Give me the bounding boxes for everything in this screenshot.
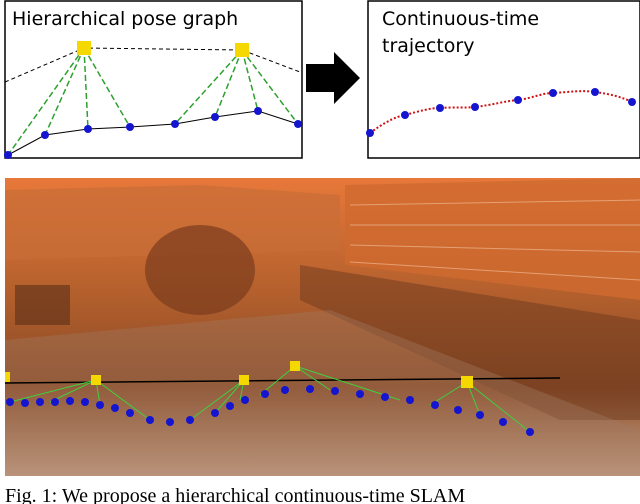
keyframe-nodes bbox=[5, 361, 473, 388]
panel-frame bbox=[367, 0, 640, 159]
point-cloud-image bbox=[5, 178, 640, 476]
panel-title: Continuous-time bbox=[382, 8, 539, 30]
panel-title: trajectory bbox=[382, 35, 474, 57]
panel-frame bbox=[4, 0, 303, 159]
arrow bbox=[306, 52, 360, 104]
green-edges bbox=[9, 365, 531, 433]
trajectory-nodes bbox=[6, 385, 534, 436]
keyframe-nodes bbox=[77, 41, 249, 57]
figure-caption: Fig. 1: We propose a hierarchical contin… bbox=[5, 485, 465, 504]
green-edges bbox=[7, 47, 299, 156]
pose-nodes bbox=[366, 88, 636, 137]
trajectory-panel: Continuous-time trajectory bbox=[366, 0, 640, 159]
pose-graph-panel: Hierarchical pose graph bbox=[4, 0, 303, 159]
panel-title: Hierarchical pose graph bbox=[12, 8, 238, 30]
pose-nodes bbox=[4, 107, 302, 159]
trajectory-line bbox=[7, 110, 299, 156]
dashed-edge bbox=[4, 47, 301, 83]
